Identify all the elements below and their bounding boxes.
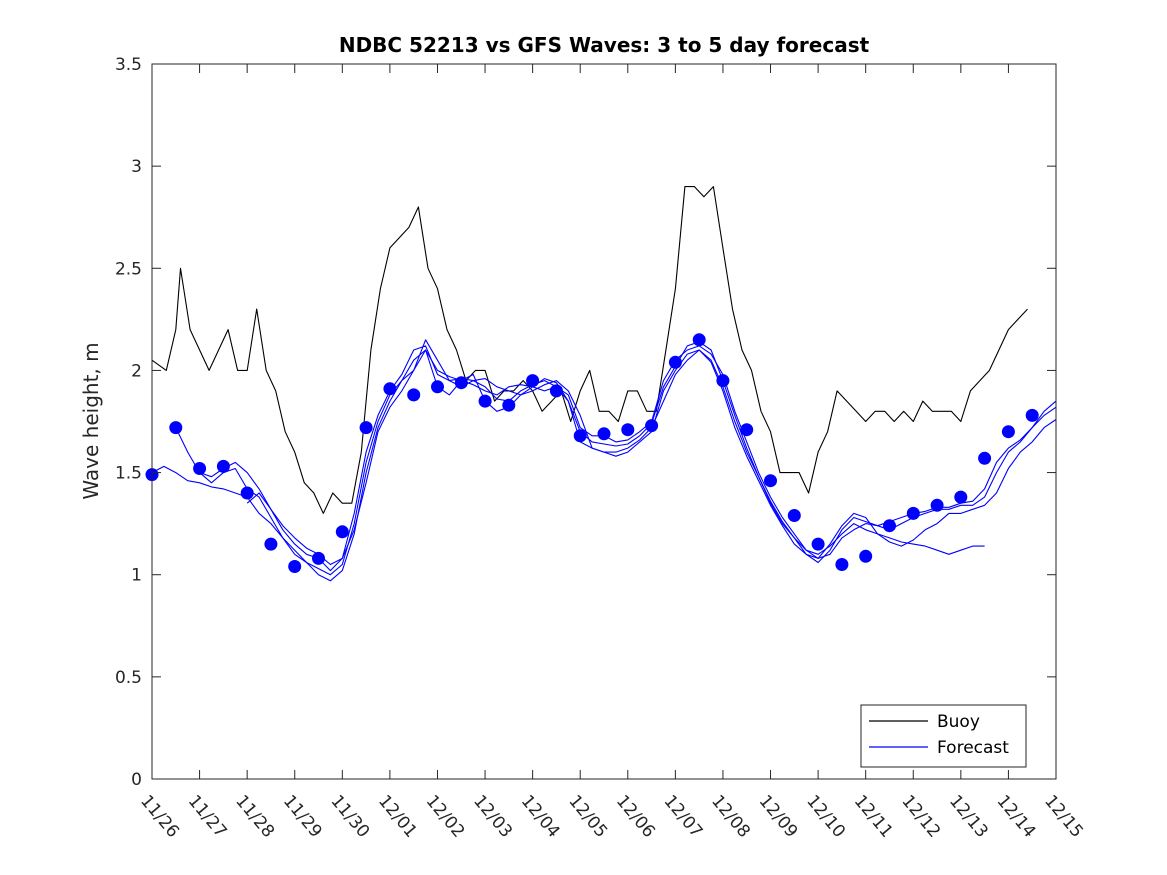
forecast-marker	[407, 388, 421, 402]
forecast-marker	[883, 519, 896, 533]
legend-buoy-label: Buoy	[937, 712, 980, 732]
series-layer	[145, 186, 1057, 582]
chart-title: NDBC 52213 vs GFS Waves: 3 to 5 day fore…	[339, 33, 870, 57]
y-tick-label: 2.5	[115, 259, 142, 279]
forecast-marker	[716, 374, 730, 388]
forecast-marker	[383, 382, 397, 396]
forecast-marker	[906, 506, 920, 520]
y-tick-label: 1.5	[115, 464, 142, 484]
forecast-marker	[169, 421, 183, 435]
forecast-marker	[502, 398, 516, 412]
forecast-marker	[431, 380, 444, 394]
forecast-marker	[645, 419, 659, 433]
y-tick-label: 0	[131, 770, 142, 790]
forecast-marker	[526, 374, 540, 388]
forecast-marker	[764, 474, 777, 488]
forecast-marker	[1025, 408, 1039, 422]
forecast-marker	[597, 427, 611, 441]
y-axis-label: Wave height, m	[79, 342, 103, 499]
forecast-marker	[288, 560, 302, 573]
y-tick-label: 0.5	[115, 668, 142, 688]
forecast-marker	[478, 394, 492, 408]
forecast-marker	[835, 558, 849, 571]
forecast-marker	[1001, 425, 1015, 439]
forecast-marker	[216, 459, 230, 473]
legend-box	[860, 704, 1027, 768]
forecast-marker	[811, 537, 825, 551]
forecast-marker	[621, 423, 635, 437]
forecast-marker	[859, 549, 873, 563]
y-tick-label: 1	[131, 566, 142, 586]
forecast-marker	[312, 551, 325, 565]
legend: Buoy Forecast	[860, 704, 1027, 768]
forecast-marker	[978, 451, 992, 465]
y-axis-ticks: 0 0.5 1 1.5 2 2.5 3 3.5	[115, 55, 1056, 790]
forecast-marker	[335, 525, 349, 539]
axes-background	[152, 64, 1056, 779]
forecast-marker	[787, 509, 801, 522]
y-tick-label: 2	[131, 361, 142, 381]
forecast-marker	[240, 486, 254, 500]
forecast-marker	[668, 355, 682, 369]
forecast-marker	[573, 429, 587, 443]
forecast-marker	[954, 490, 968, 504]
series-line-forecast-run-3	[199, 339, 1057, 582]
y-tick-label: 3.5	[115, 55, 142, 75]
axes-box	[151, 63, 1057, 780]
forecast-marker	[193, 462, 207, 475]
series-line-forecast-run-4	[246, 349, 985, 566]
legend-forecast-label: Forecast	[937, 738, 1009, 758]
plot-area	[152, 64, 1056, 779]
forecast-marker	[692, 333, 706, 347]
axes-frame	[151, 63, 1057, 780]
forecast-marker	[740, 423, 754, 437]
forecast-marker	[359, 421, 373, 435]
forecast-marker	[264, 537, 278, 551]
forecast-marker	[930, 498, 944, 512]
forecast-marker	[549, 384, 563, 398]
y-tick-label: 3	[131, 157, 142, 177]
forecast-marker	[454, 376, 468, 390]
series-line-buoy	[151, 186, 1028, 514]
